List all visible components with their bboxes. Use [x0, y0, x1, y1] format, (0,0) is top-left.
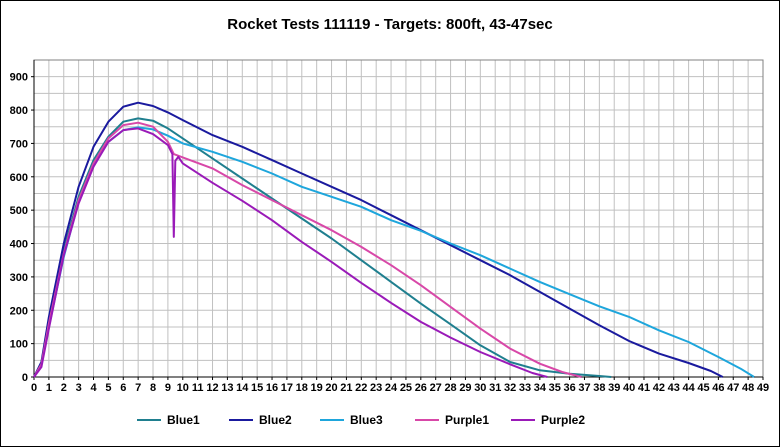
x-tick-label: 30 — [474, 382, 486, 394]
x-tick-label: 47 — [727, 382, 739, 394]
x-tick-label: 38 — [593, 382, 605, 394]
x-tick-label: 5 — [105, 382, 111, 394]
y-tick-label: 600 — [10, 172, 28, 184]
legend-label-purple2: Purple2 — [541, 413, 585, 427]
x-tick-label: 46 — [712, 382, 724, 394]
x-tick-label: 11 — [192, 382, 204, 394]
x-tick-label: 13 — [221, 382, 233, 394]
x-tick-label: 2 — [61, 382, 67, 394]
x-tick-label: 36 — [563, 382, 575, 394]
x-tick-label: 19 — [311, 382, 323, 394]
x-tick-label: 37 — [578, 382, 590, 394]
legend-label-blue1: Blue1 — [167, 413, 200, 427]
x-tick-label: 6 — [120, 382, 126, 394]
y-tick-label: 800 — [10, 105, 28, 117]
x-tick-label: 26 — [415, 382, 427, 394]
legend-label-blue3: Blue3 — [350, 413, 383, 427]
x-tick-label: 7 — [135, 382, 141, 394]
x-tick-label: 4 — [90, 382, 97, 394]
y-tick-label: 700 — [10, 138, 28, 150]
x-tick-label: 48 — [742, 382, 754, 394]
x-tick-label: 28 — [444, 382, 456, 394]
x-tick-label: 12 — [206, 382, 218, 394]
x-tick-label: 44 — [682, 382, 695, 394]
x-tick-label: 45 — [697, 382, 709, 394]
x-tick-label: 27 — [430, 382, 442, 394]
x-tick-label: 14 — [236, 382, 249, 394]
x-tick-label: 49 — [757, 382, 769, 394]
x-tick-label: 8 — [150, 382, 156, 394]
x-tick-label: 42 — [653, 382, 665, 394]
x-tick-label: 17 — [281, 382, 293, 394]
chart-title: Rocket Tests 111119 - Targets: 800ft, 43… — [227, 16, 552, 33]
x-tick-label: 21 — [340, 382, 352, 394]
legend-label-purple1: Purple1 — [445, 413, 489, 427]
x-tick-label: 10 — [177, 382, 189, 394]
x-tick-label: 29 — [459, 382, 471, 394]
x-tick-label: 24 — [385, 382, 398, 394]
x-tick-label: 16 — [266, 382, 278, 394]
x-tick-label: 33 — [519, 382, 531, 394]
legend-label-blue2: Blue2 — [259, 413, 292, 427]
y-tick-label: 100 — [10, 339, 28, 351]
y-tick-label: 200 — [10, 305, 28, 317]
x-tick-label: 41 — [638, 382, 650, 394]
x-tick-label: 31 — [489, 382, 501, 394]
x-tick-label: 25 — [400, 382, 412, 394]
series-line-purple1 — [33, 121, 582, 378]
x-tick-label: 22 — [355, 382, 367, 394]
x-tick-label: 23 — [370, 382, 382, 394]
legend: Blue1 Blue2 Blue3 Purple1 Purple2 — [137, 413, 585, 427]
y-tick-label: 500 — [10, 205, 28, 217]
x-tick-label: 43 — [668, 382, 680, 394]
x-tick-label: 18 — [296, 382, 308, 394]
y-tick-label: 900 — [10, 72, 28, 84]
x-tick-label: 35 — [549, 382, 561, 394]
x-tick-label: 15 — [251, 382, 263, 394]
y-tick-label: 0 — [22, 372, 28, 384]
x-tick-label: 0 — [31, 382, 37, 394]
series-line-purple2 — [33, 127, 548, 378]
series-line-blue1 — [33, 117, 612, 378]
x-tick-label: 40 — [623, 382, 635, 394]
x-tick-label: 1 — [46, 382, 52, 394]
x-tick-label: 9 — [165, 382, 171, 394]
series-line-blue2 — [33, 101, 724, 378]
x-tick-label: 3 — [76, 382, 82, 394]
x-tick-label: 32 — [504, 382, 516, 394]
x-tick-label: 20 — [325, 382, 337, 394]
x-tick-label: 39 — [608, 382, 620, 394]
x-tick-label: 34 — [534, 382, 547, 394]
y-tick-label: 300 — [10, 272, 28, 284]
y-tick-label: 400 — [10, 239, 28, 251]
